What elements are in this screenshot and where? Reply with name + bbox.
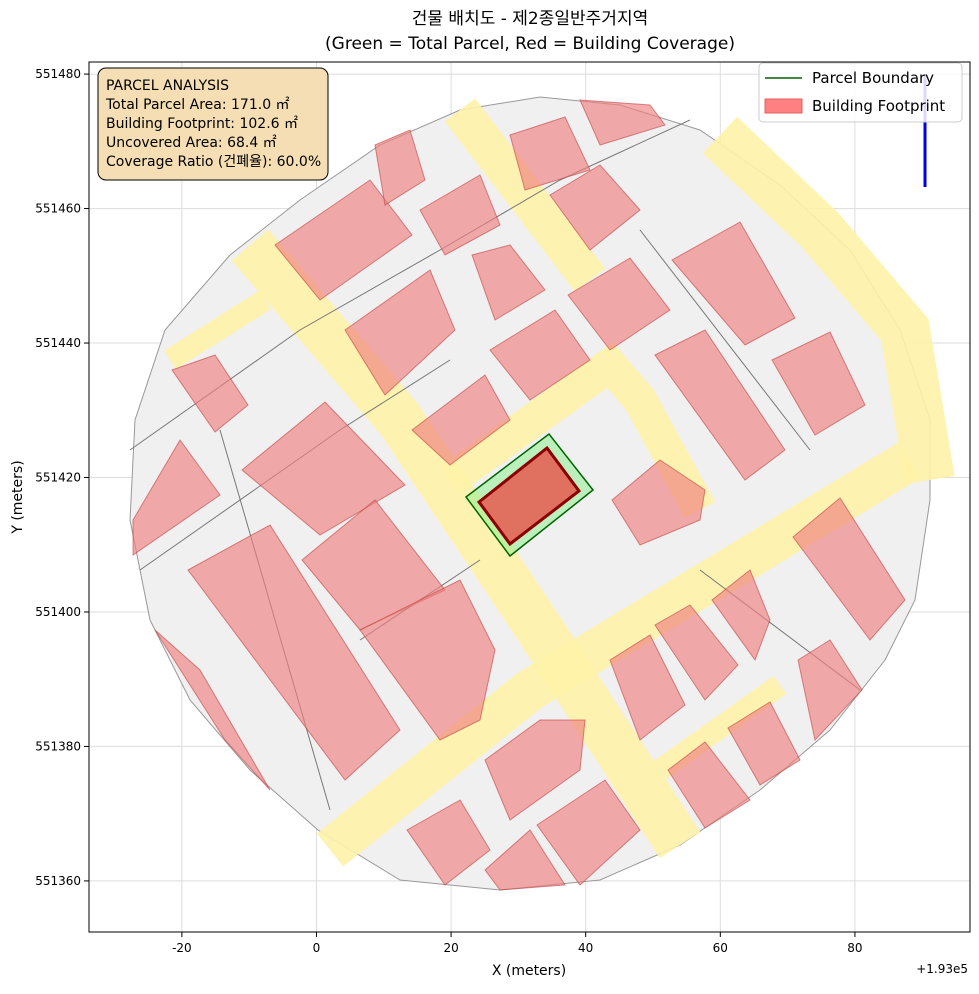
- building: [654, 329, 786, 481]
- building: [667, 741, 751, 829]
- road: [164, 290, 271, 370]
- chart-subtitle: (Green = Total Parcel, Red = Building Co…: [325, 34, 735, 54]
- building: [797, 639, 863, 742]
- building: [374, 129, 426, 206]
- building-footprint: [476, 445, 582, 547]
- building: [609, 634, 686, 741]
- legend-box: [758, 62, 963, 123]
- building: [611, 459, 706, 546]
- building: [132, 439, 221, 556]
- building: [471, 244, 546, 321]
- building: [171, 354, 249, 433]
- chart-title: 건물 배치도 - 제2종일반주거지역: [412, 9, 648, 29]
- legend-label: Building Footprint: [812, 97, 945, 115]
- building: [411, 374, 511, 466]
- annotation-box: [97, 67, 329, 181]
- annotation: PARCEL ANALYSIS Total Parcel Area: 171.0 …: [97, 67, 329, 181]
- building: [536, 779, 641, 886]
- annotation-line: Building Footprint: 102.6 ㎡: [106, 116, 298, 132]
- plot-frame: [88, 61, 971, 933]
- lot-line: [639, 229, 811, 451]
- road: [653, 676, 787, 779]
- road: [316, 442, 921, 867]
- building: [344, 269, 456, 396]
- building: [654, 604, 739, 701]
- building: [359, 579, 496, 741]
- x-tick-label: 20: [443, 941, 458, 955]
- road: [444, 98, 606, 292]
- building: [489, 309, 591, 401]
- building: [509, 116, 591, 191]
- building: [567, 257, 671, 351]
- y-tick-label: 551440: [35, 336, 81, 350]
- building: [727, 701, 801, 786]
- y-tick-label: 551420: [35, 471, 81, 485]
- annotation-line: Coverage Ratio (건폐율): 60.0%: [106, 154, 321, 170]
- road: [231, 229, 701, 859]
- building: [187, 524, 401, 781]
- building: [484, 829, 566, 891]
- y-tick-label: 551360: [35, 874, 81, 888]
- legend: Parcel Boundary Building Footprint: [758, 62, 963, 123]
- building: [154, 629, 271, 791]
- x-tick-label: 80: [847, 941, 862, 955]
- x-offset-label: +1.93e5: [916, 962, 968, 976]
- y-axis-label: Y (meters): [10, 460, 26, 534]
- x-tick-label: 60: [713, 941, 728, 955]
- building: [579, 99, 666, 146]
- y-tick-label: 551380: [35, 739, 81, 753]
- y-tick-label: 551480: [35, 67, 81, 81]
- building: [406, 799, 491, 886]
- x-axis-label: X (meters): [492, 963, 566, 979]
- building: [792, 497, 906, 641]
- road: [440, 342, 715, 519]
- site-map: [129, 75, 955, 891]
- building: [419, 174, 501, 256]
- road: [702, 116, 955, 485]
- building: [771, 331, 866, 436]
- x-tick-label: -20: [172, 941, 192, 955]
- building: [671, 221, 796, 346]
- building: [711, 569, 771, 662]
- lot-line: [129, 119, 691, 451]
- annotation-line: Total Parcel Area: 171.0 ㎡: [105, 97, 290, 113]
- annotation-line: PARCEL ANALYSIS: [106, 78, 229, 94]
- building: [274, 179, 413, 301]
- building: [549, 164, 641, 251]
- y-tick-label: 551460: [35, 202, 81, 216]
- legend-swatch: [764, 98, 803, 114]
- building: [241, 401, 406, 536]
- x-tick-label: 0: [313, 941, 321, 955]
- x-tick-label: 40: [578, 941, 593, 955]
- legend-label: Parcel Boundary: [812, 69, 934, 87]
- y-tick-label: 551400: [35, 605, 81, 619]
- annotation-line: Uncovered Area: 68.4 ㎡: [106, 135, 277, 151]
- building: [484, 719, 586, 821]
